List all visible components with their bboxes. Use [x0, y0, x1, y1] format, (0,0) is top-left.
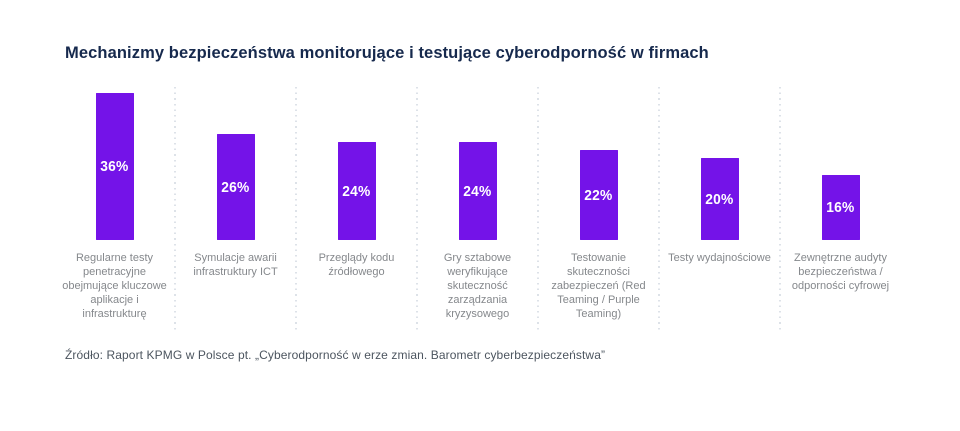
bar-value-label: 16% — [826, 199, 855, 216]
category-label-text: Testy wydajnościowe — [668, 252, 771, 264]
plot-area: 20% — [659, 85, 780, 240]
category-label: Testowanie skuteczności zabezpieczeń (Re… — [538, 240, 659, 322]
chart-column: 16% Zewnętrzne audyty bezpieczeństwa / od… — [780, 85, 901, 330]
category-label: Symulacje awarii infrastruktury ICT — [175, 240, 296, 280]
category-label: Zewnętrzne audyty bezpieczeństwa / odpor… — [780, 240, 901, 294]
plot-area: 16% — [780, 85, 901, 240]
bar-value-label: 36% — [100, 158, 129, 175]
bar-value-label: 24% — [463, 182, 492, 200]
category-label: Przeglądy kodu źródłowego — [296, 240, 417, 280]
bar-value-label: 22% — [584, 186, 613, 204]
source-note: Źródło: Raport KPMG w Polsce pt. „Cybero… — [65, 348, 606, 362]
category-label: Gry sztabowe weryfikujące skuteczność za… — [417, 240, 538, 322]
plot-area: 24% — [296, 85, 417, 240]
bar-value-label: 24% — [342, 182, 371, 200]
chart-title: Mechanizmy bezpieczeństwa monitorujące i… — [65, 44, 709, 62]
chart-column: 26% Symulacje awarii infrastruktury ICT — [175, 85, 297, 330]
chart-column: 36% Regularne testy penetracyjne obejmują… — [54, 85, 176, 330]
bar: 24% — [337, 142, 376, 240]
chart-column: 24% Gry sztabowe weryfikujące skuteczność… — [417, 85, 539, 330]
bar-value-label: 26% — [221, 178, 250, 196]
category-label-text: Testowanie skuteczności zabezpieczeń (Re… — [551, 252, 646, 320]
category-label-text: Zewnętrzne audyty bezpieczeństwa / odpor… — [791, 252, 890, 292]
category-label-text: Symulacje awarii infrastruktury ICT — [193, 252, 278, 278]
category-label-text: Regularne testy penetracyjne obejmujące … — [62, 252, 167, 320]
bar: 24% — [458, 142, 497, 240]
category-label-text: Przeglądy kodu źródłowego — [318, 252, 395, 278]
bar: 20% — [700, 158, 739, 240]
chart-column: 22% Testowanie skuteczności zabezpieczeń … — [538, 85, 660, 330]
plot-area: 26% — [175, 85, 296, 240]
chart-column: 24% Przeglądy kodu źródłowego — [296, 85, 418, 330]
plot-area: 24% — [417, 85, 538, 240]
bar-value-label: 20% — [705, 190, 734, 208]
plot-area: 36% — [54, 85, 175, 240]
plot-area: 22% — [538, 85, 659, 240]
bar: 26% — [216, 134, 255, 240]
bar: 16% — [821, 175, 860, 240]
bar: 22% — [579, 150, 618, 240]
category-label: Testy wydajnościowe — [659, 240, 780, 266]
category-label-text: Gry sztabowe weryfikujące skuteczność za… — [443, 252, 512, 320]
chart-column: 20% Testy wydajnościowe — [659, 85, 781, 330]
category-label: Regularne testy penetracyjne obejmujące … — [54, 240, 175, 322]
bar-chart: 36% Regularne testy penetracyjne obejmują… — [54, 85, 901, 330]
bar: 36% — [95, 93, 134, 240]
